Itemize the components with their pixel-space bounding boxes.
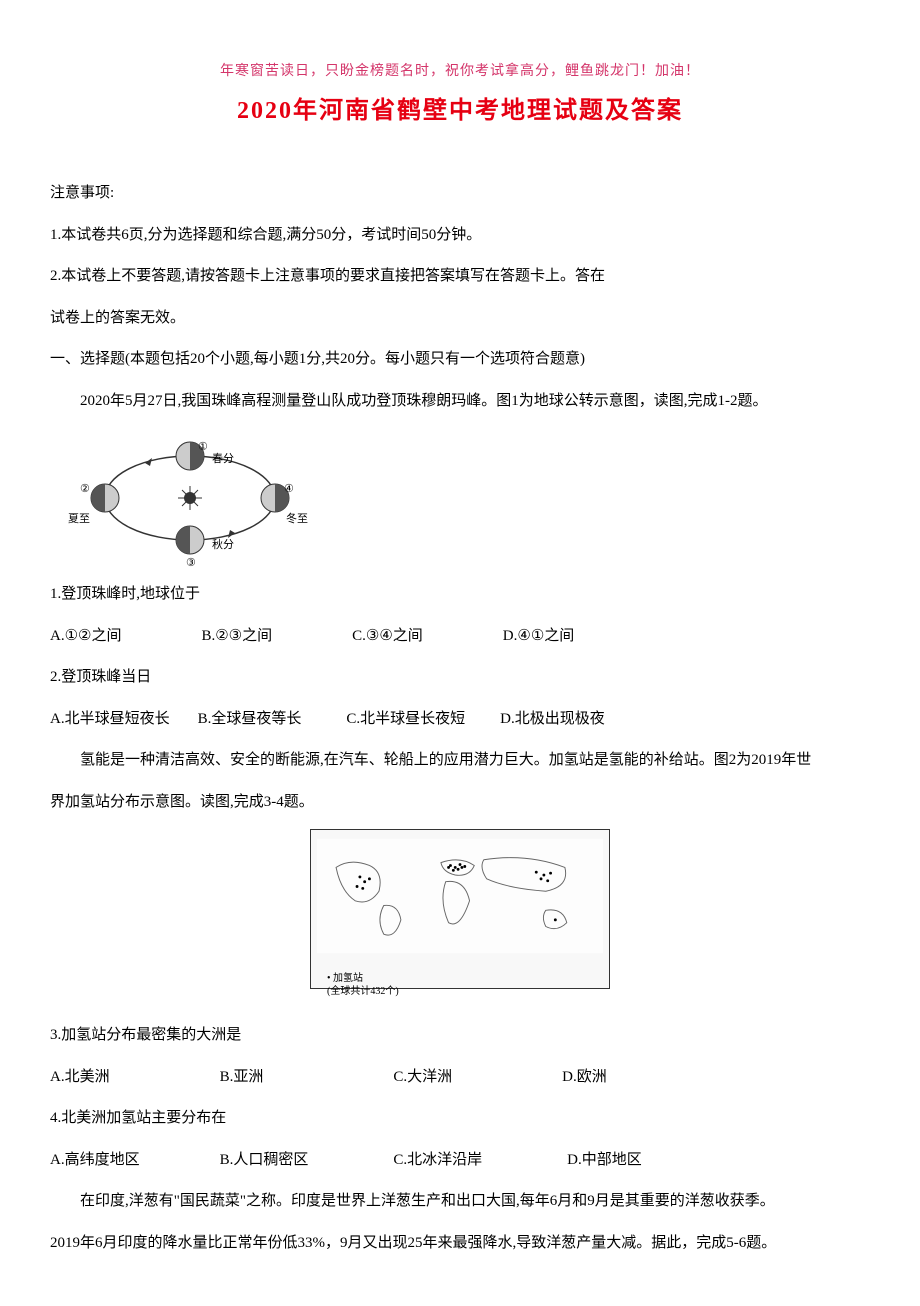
map-legend: • 加氢站 (全球共计432个) xyxy=(317,972,603,998)
q3-opt-a: A.北美洲 xyxy=(50,1059,110,1097)
question-3: 3.加氢站分布最密集的大洲是 xyxy=(50,1017,870,1055)
question-1: 1.登顶珠峰时,地球位于 xyxy=(50,576,870,614)
q4-opt-d: D.中部地区 xyxy=(567,1142,642,1180)
notice-item-2b: 试卷上的答案无效。 xyxy=(50,300,870,338)
document-body: 注意事项: 1.本试卷共6页,分为选择题和综合题,满分50分，考试时间50分钟。… xyxy=(50,175,870,1262)
map-legend-total: (全球共计432个) xyxy=(327,985,603,998)
main-title: 2020年河南省鹤壁中考地理试题及答案 xyxy=(50,90,870,125)
question-1-options: A.①②之间 B.②③之间 C.③④之间 D.④①之间 xyxy=(50,618,870,656)
context-2b: 界加氢站分布示意图。读图,完成3-4题。 xyxy=(50,784,870,822)
notice-heading: 注意事项: xyxy=(50,175,870,213)
figure-1-orbit-diagram: ① 春分 ② 夏至 ③ 秋分 ④ 冬至 xyxy=(50,428,870,568)
q3-opt-b: B.亚洲 xyxy=(220,1059,264,1097)
orbit-label-left-num: ② xyxy=(80,476,90,504)
context-3a: 在印度,洋葱有"国民蔬菜"之称。印度是世界上洋葱生产和出口大国,每年6月和9月是… xyxy=(50,1183,870,1221)
question-4: 4.北美洲加氢站主要分布在 xyxy=(50,1100,870,1138)
orbit-label-right: 冬至 xyxy=(286,506,308,534)
q4-opt-c: C.北冰洋沿岸 xyxy=(393,1142,482,1180)
question-3-options: A.北美洲 B.亚洲 C.大洋洲 D.欧洲 xyxy=(50,1059,870,1097)
q2-opt-b: B.全球昼夜等长 xyxy=(198,701,302,739)
context-3b: 2019年6月印度的降水量比正常年份低33%，9月又出现25年来最强降水,导致洋… xyxy=(50,1225,870,1263)
question-2: 2.登顶珠峰当日 xyxy=(50,659,870,697)
q2-opt-d: D.北极出现极夜 xyxy=(500,701,605,739)
q3-opt-c: C.大洋洲 xyxy=(393,1059,452,1097)
motto-text: 年寒窗苦读日，只盼金榜题名时，祝你考试拿高分，鲤鱼跳龙门！加油！ xyxy=(50,60,870,80)
notice-item-2a: 2.本试卷上不要答题,请按答题卡上注意事项的要求直接把答案填写在答题卡上。答在 xyxy=(50,258,870,296)
q1-opt-a: A.①②之间 xyxy=(50,618,121,656)
context-1: 2020年5月27日,我国珠峰高程测量登山队成功登顶珠穆朗玛峰。图1为地球公转示… xyxy=(50,383,870,421)
q2-opt-c: C.北半球昼长夜短 xyxy=(346,701,465,739)
orbit-label-bottom-num: ③ xyxy=(186,550,196,578)
q4-opt-a: A.高纬度地区 xyxy=(50,1142,140,1180)
q3-opt-d: D.欧洲 xyxy=(562,1059,607,1097)
question-4-options: A.高纬度地区 B.人口稠密区 C.北冰洋沿岸 D.中部地区 xyxy=(50,1142,870,1180)
orbit-label-right-num: ④ xyxy=(284,476,294,504)
orbit-label-bottom: 秋分 xyxy=(212,532,234,560)
q2-opt-a: A.北半球昼短夜长 xyxy=(50,701,170,739)
notice-item-1: 1.本试卷共6页,分为选择题和综合题,满分50分，考试时间50分钟。 xyxy=(50,217,870,255)
orbit-label-left: 夏至 xyxy=(68,506,90,534)
context-2a: 氢能是一种清洁高效、安全的断能源,在汽车、轮船上的应用潜力巨大。加氢站是氢能的补… xyxy=(50,742,870,780)
q4-opt-b: B.人口稠密区 xyxy=(220,1142,309,1180)
question-2-options: A.北半球昼短夜长 B.全球昼夜等长 C.北半球昼长夜短 D.北极出现极夜 xyxy=(50,701,870,739)
q1-opt-c: C.③④之间 xyxy=(352,618,423,656)
q1-opt-d: D.④①之间 xyxy=(503,618,574,656)
section-heading: 一、选择题(本题包括20个小题,每小题1分,共20分。每小题只有一个选项符合题意… xyxy=(50,341,870,379)
q1-opt-b: B.②③之间 xyxy=(201,618,272,656)
map-legend-dot: • 加氢站 xyxy=(327,972,603,985)
orbit-label-top-num: ① xyxy=(198,434,208,462)
orbit-label-top: 春分 xyxy=(212,446,234,474)
figure-2-map: • 加氢站 (全球共计432个) xyxy=(50,829,870,1009)
